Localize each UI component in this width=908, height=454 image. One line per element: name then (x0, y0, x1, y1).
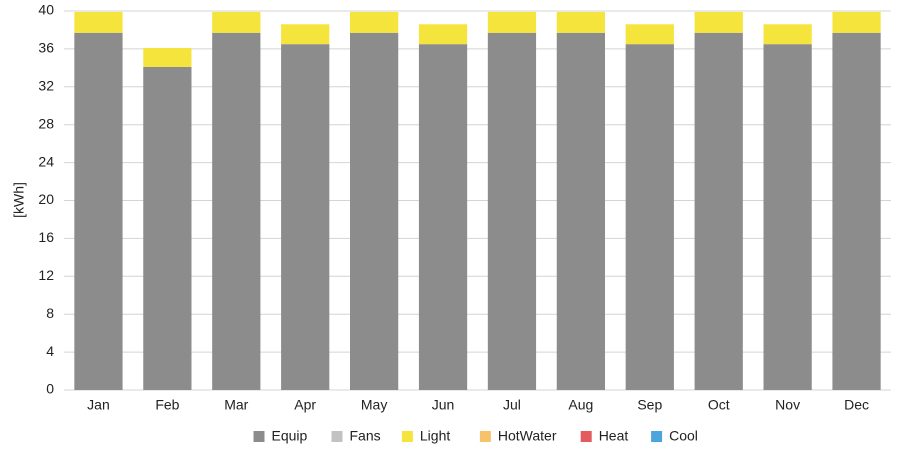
bar-segment (74, 32, 123, 390)
y-tick-label: 24 (38, 153, 54, 169)
bar-segment (832, 32, 881, 390)
legend-label: Heat (599, 428, 629, 444)
x-tick-label: Apr (294, 397, 316, 413)
y-tick-label: 32 (38, 78, 54, 94)
x-tick-label: Nov (775, 397, 800, 413)
y-tick-label: 8 (46, 305, 54, 321)
bar-segment (418, 44, 468, 390)
y-tick-label: 12 (38, 267, 54, 283)
y-tick-label: 20 (38, 191, 54, 207)
bar-segment (212, 11, 261, 33)
legend-swatch (253, 431, 265, 442)
legend-swatch (651, 431, 663, 442)
y-tick-label: 36 (38, 40, 54, 56)
bar-segment (556, 32, 605, 390)
x-tick-label: Jan (87, 397, 110, 413)
bar-segment (487, 11, 537, 33)
bar-segment (625, 44, 674, 390)
legend-swatch (479, 431, 491, 442)
bar-segment (143, 47, 192, 67)
x-tick-label: Aug (568, 397, 593, 413)
bar-segment (694, 11, 743, 33)
y-tick-label: 16 (38, 229, 54, 245)
x-tick-label: Dec (844, 397, 869, 413)
bar-segment (281, 24, 330, 45)
legend-swatch (331, 431, 343, 442)
bar-segment (350, 11, 399, 33)
bar-segment (763, 44, 812, 390)
bar-segment (694, 32, 743, 390)
y-axis-label: [kWh] (11, 182, 27, 218)
x-tick-label: May (361, 397, 387, 413)
bar-segment (212, 32, 261, 390)
y-tick-label: 4 (46, 343, 54, 359)
bar-segment (350, 32, 399, 390)
y-tick-label: 40 (38, 2, 54, 18)
legend-label: Light (420, 428, 450, 444)
bar-segment (832, 11, 881, 33)
bar-segment (418, 24, 468, 45)
bar-segment (143, 66, 192, 390)
y-tick-label: 28 (38, 115, 54, 131)
x-tick-label: Jun (432, 397, 455, 413)
bar-segment (281, 44, 330, 390)
legend-label: Equip (272, 428, 308, 444)
legend-label: Fans (350, 428, 381, 444)
legend-swatch (580, 431, 592, 442)
x-tick-label: Oct (708, 397, 730, 413)
legend-label: HotWater (498, 428, 557, 444)
x-tick-label: Sep (637, 397, 662, 413)
legend-label: Cool (669, 428, 698, 444)
bar-segment (74, 11, 123, 33)
x-tick-label: Feb (155, 397, 179, 413)
bar-segment (763, 24, 812, 45)
bar-segment (556, 11, 605, 33)
legend-swatch (401, 431, 413, 442)
y-tick-label: 0 (46, 381, 54, 397)
bar-segment (487, 32, 537, 390)
x-tick-label: Jul (503, 397, 521, 413)
x-tick-label: Mar (224, 397, 248, 413)
bar-segment (625, 24, 674, 45)
